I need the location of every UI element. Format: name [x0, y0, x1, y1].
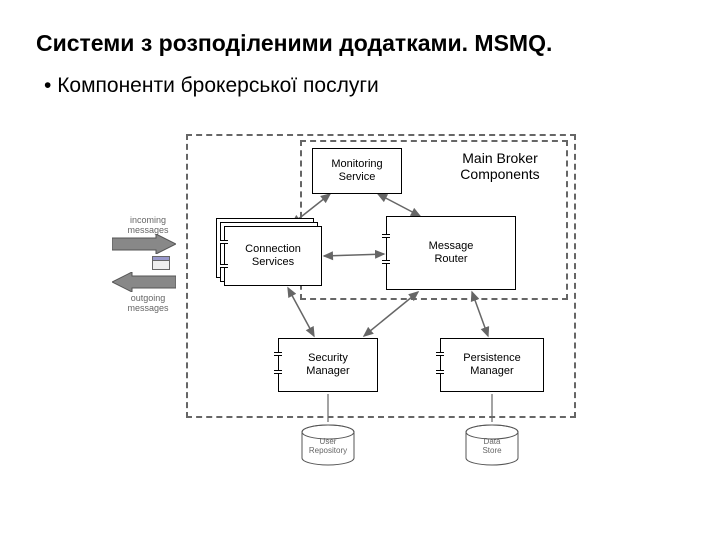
arrow-outgoing	[112, 272, 176, 292]
label-outgoing: outgoingmessages	[118, 294, 178, 314]
cylinder-data-store-label: DataStore	[462, 438, 522, 456]
cylinder-user-repo-label: UserRepository	[298, 438, 358, 456]
heading-main-broker: Main BrokerComponents	[440, 150, 560, 182]
node-router-label: MessageRouter	[429, 240, 474, 266]
node-connection: ConnectionServices	[224, 226, 322, 286]
node-connection-label: ConnectionServices	[245, 243, 301, 269]
slide-subtitle: Компоненти брокерської послуги	[44, 74, 379, 98]
node-security: SecurityManager	[278, 338, 378, 392]
node-monitoring: MonitoringService	[312, 148, 402, 194]
node-router: MessageRouter	[386, 216, 516, 290]
label-incoming: incomingmessages	[118, 216, 178, 236]
node-security-label: SecurityManager	[306, 352, 349, 378]
app-icon	[152, 256, 170, 270]
node-monitoring-label: MonitoringService	[331, 158, 382, 184]
node-persistence: PersistenceManager	[440, 338, 544, 392]
diagram-container: Main BrokerComponents incomingmessages o…	[100, 130, 660, 500]
slide-title: Системи з розподіленими додатками. MSMQ.	[36, 30, 552, 57]
node-persistence-label: PersistenceManager	[463, 352, 520, 378]
arrow-incoming	[112, 234, 176, 254]
